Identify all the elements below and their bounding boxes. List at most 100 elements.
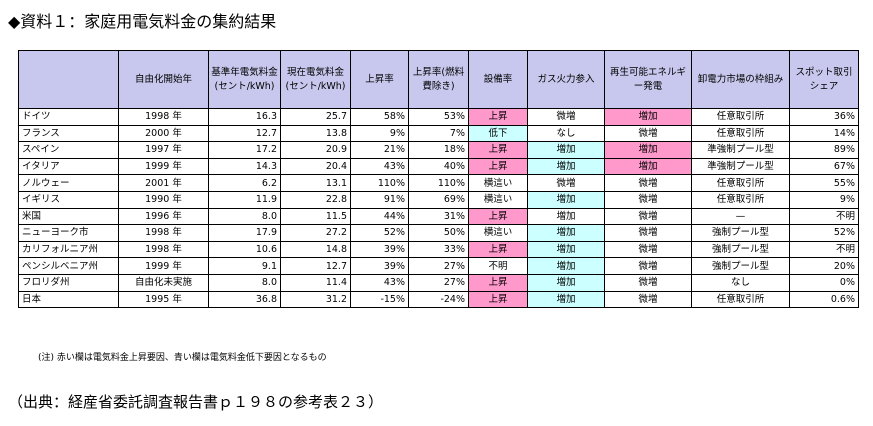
base-price-cell: 17.9 xyxy=(208,224,281,242)
liberalization-year-cell: 1999 年 xyxy=(118,157,209,176)
equipment-rate-cell: 横這い xyxy=(468,174,528,192)
spot-share-cell: 67% xyxy=(789,157,859,176)
wholesale-market-cell: 任意取引所 xyxy=(691,108,790,126)
gas-entry-cell: 増加 xyxy=(527,257,605,275)
gas-entry-cell: 増加 xyxy=(527,240,605,259)
renewable-cell: 微増 xyxy=(604,190,692,209)
gas-entry-cell: 増加 xyxy=(527,207,605,226)
wholesale-market-cell: 強制プール型 xyxy=(691,257,790,275)
current-price-cell: 14.8 xyxy=(280,240,351,259)
spot-share-cell: 36% xyxy=(789,108,859,126)
current-price-cell: 20.9 xyxy=(280,141,351,159)
table-row: ドイツ 1998 年 16.3 25.7 58% 53% 上昇 微増 増加 任意取引所 36% xyxy=(18,108,859,126)
renewable-cell: 微増 xyxy=(604,273,692,292)
gas-entry-cell: 微増 xyxy=(527,108,605,126)
source-citation: （出典：経産省委託調査報告書ｐ１９８の参考表２３） xyxy=(8,393,384,411)
increase-rate-cell: 43% xyxy=(350,273,409,292)
increase-rate-ex-fuel-cell: 53% xyxy=(408,108,469,126)
increase-rate-cell: 21% xyxy=(350,141,409,159)
current-price-cell: 13.8 xyxy=(280,124,351,143)
current-price-cell: 11.4 xyxy=(280,273,351,292)
current-price-cell: 11.5 xyxy=(280,207,351,226)
wholesale-market-cell: 準強制プール型 xyxy=(691,157,790,176)
renewable-cell: 増加 xyxy=(604,157,692,176)
increase-rate-cell: 39% xyxy=(350,240,409,259)
equipment-rate-cell: 上昇 xyxy=(468,273,528,292)
renewable-cell: 微増 xyxy=(604,207,692,226)
base-price-cell: 36.8 xyxy=(208,290,281,309)
renewable-cell: 微増 xyxy=(604,224,692,242)
base-price-cell: 17.2 xyxy=(208,141,281,159)
equipment-rate-cell: 上昇 xyxy=(468,141,528,159)
wholesale-market-cell: 任意取引所 xyxy=(691,124,790,143)
country-cell: ドイツ xyxy=(18,108,119,126)
increase-rate-cell: 110% xyxy=(350,174,409,192)
equipment-rate-cell: 上昇 xyxy=(468,290,528,309)
spot-share-cell: 不明 xyxy=(789,207,859,226)
increase-rate-ex-fuel-cell: 18% xyxy=(408,141,469,159)
spot-share-cell: 9% xyxy=(789,190,859,209)
table-row: イギリス 1990 年 11.9 22.8 91% 69% 横這い 増加 微増 任意取引所 9% xyxy=(18,190,859,209)
liberalization-year-cell: 1996 年 xyxy=(118,207,209,226)
table-body: ドイツ 1998 年 16.3 25.7 58% 53% 上昇 微増 増加 任意取引所 36% フラン… xyxy=(18,108,859,309)
column-header: 上昇率 xyxy=(350,50,409,109)
table-row: スペイン 1997 年 17.2 20.9 21% 18% 上昇 増加 増加 準強制プール型 89% xyxy=(18,141,859,159)
current-price-cell: 27.2 xyxy=(280,224,351,242)
country-cell: ノルウェー xyxy=(18,174,119,192)
country-cell: スペイン xyxy=(18,141,119,159)
liberalization-year-cell: 1998 年 xyxy=(118,108,209,126)
increase-rate-cell: 9% xyxy=(350,124,409,143)
country-cell: ニューヨーク市 xyxy=(18,224,119,242)
increase-rate-ex-fuel-cell: 33% xyxy=(408,240,469,259)
liberalization-year-cell: 1998 年 xyxy=(118,240,209,259)
column-header: 設備率 xyxy=(468,50,528,109)
base-price-cell: 14.3 xyxy=(208,157,281,176)
current-price-cell: 12.7 xyxy=(280,257,351,275)
electricity-price-table: 自由化開始年 基準年電気料金(セント/kWh) 現在電気料金(セント/kWh) … xyxy=(18,50,859,309)
liberalization-year-cell: 1995 年 xyxy=(118,290,209,309)
country-cell: カリフォルニア州 xyxy=(18,240,119,259)
wholesale-market-cell: 強制プール型 xyxy=(691,224,790,242)
equipment-rate-cell: 上昇 xyxy=(468,157,528,176)
increase-rate-cell: 58% xyxy=(350,108,409,126)
liberalization-year-cell: 2001 年 xyxy=(118,174,209,192)
country-cell: ペンシルベニア州 xyxy=(18,257,119,275)
equipment-rate-cell: 上昇 xyxy=(468,207,528,226)
increase-rate-ex-fuel-cell: 7% xyxy=(408,124,469,143)
spot-share-cell: 0.6% xyxy=(789,290,859,309)
increase-rate-cell: 91% xyxy=(350,190,409,209)
wholesale-market-cell: 任意取引所 xyxy=(691,174,790,192)
spot-share-cell: 20% xyxy=(789,257,859,275)
liberalization-year-cell: 1998 年 xyxy=(118,224,209,242)
wholesale-market-cell: 任意取引所 xyxy=(691,190,790,209)
renewable-cell: 微増 xyxy=(604,124,692,143)
column-header: 自由化開始年 xyxy=(118,50,209,109)
increase-rate-cell: -15% xyxy=(350,290,409,309)
table-row: 日本 1995 年 36.8 31.2 -15% -24% 上昇 増加 微増 任意取引所 0.6% xyxy=(18,290,859,309)
spot-share-cell: 55% xyxy=(789,174,859,192)
renewable-cell: 微増 xyxy=(604,290,692,309)
gas-entry-cell: 微増 xyxy=(527,174,605,192)
renewable-cell: 増加 xyxy=(604,141,692,159)
base-price-cell: 8.0 xyxy=(208,273,281,292)
wholesale-market-cell: 任意取引所 xyxy=(691,290,790,309)
wholesale-market-cell: — xyxy=(691,207,790,226)
spot-share-cell: 14% xyxy=(789,124,859,143)
current-price-cell: 13.1 xyxy=(280,174,351,192)
equipment-rate-cell: 横這い xyxy=(468,224,528,242)
column-header: 卸電力市場の枠組み xyxy=(691,50,790,109)
gas-entry-cell: なし xyxy=(527,124,605,143)
column-header: スポット取引シェア xyxy=(789,50,859,109)
base-price-cell: 12.7 xyxy=(208,124,281,143)
current-price-cell: 22.8 xyxy=(280,190,351,209)
base-price-cell: 11.9 xyxy=(208,190,281,209)
spot-share-cell: 52% xyxy=(789,224,859,242)
country-cell: 日本 xyxy=(18,290,119,309)
country-cell: フランス xyxy=(18,124,119,143)
column-header: 上昇率(燃料費除き) xyxy=(408,50,469,109)
liberalization-year-cell: 1997 年 xyxy=(118,141,209,159)
equipment-rate-cell: 低下 xyxy=(468,124,528,143)
column-header: ガス火力参入 xyxy=(527,50,605,109)
wholesale-market-cell: 強制プール型 xyxy=(691,240,790,259)
liberalization-year-cell: 1999 年 xyxy=(118,257,209,275)
